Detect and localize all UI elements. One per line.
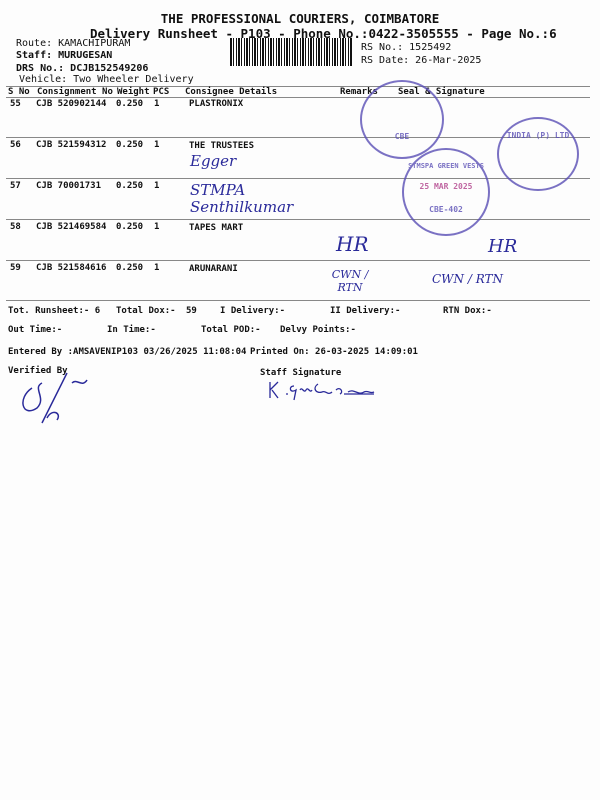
entered-by: Entered By :AMSAVENIP103 03/26/2025 11:0… — [8, 347, 247, 357]
india-stamp: INDIA (P) LTD — [497, 117, 579, 191]
vehicle: Vehicle: Two Wheeler Delivery — [19, 74, 194, 85]
printed-on: Printed On: 26-03-2025 14:09:01 — [250, 347, 418, 357]
col-sno: S No — [8, 87, 30, 97]
consignee: THE TRUSTEES — [189, 141, 255, 151]
drs-no: DRS No.: DCJB152549206 — [16, 63, 149, 74]
weight: 0.250 — [116, 222, 144, 232]
pcs: 1 — [154, 263, 160, 273]
consignment-no: CJB 521594312 — [36, 140, 107, 150]
round-stamp: STMSPA GREEN VESTS 25 MAR 2025 CBE-402 — [402, 148, 490, 236]
weight: 0.250 — [116, 140, 144, 150]
remarks-handwriting: HR — [336, 232, 369, 256]
in-time: In Time:- — [107, 325, 156, 335]
pcs: 1 — [154, 99, 160, 109]
seal-handwriting: CWN / RTN — [432, 272, 504, 286]
consignee: PLASTRONIX — [189, 99, 244, 109]
company-title: THE PROFESSIONAL COURIERS, COIMBATORE — [160, 11, 440, 26]
consignee: ARUNARANI — [189, 264, 238, 274]
col-seal: Seal & Signature — [398, 87, 485, 97]
consignment-no: CJB 521469584 — [36, 222, 107, 232]
delvy-points: Delvy Points:- — [280, 325, 356, 335]
pcs: 1 — [154, 181, 160, 191]
staff: Staff: MURUGESAN — [16, 50, 113, 61]
receiver-signature: STMPA Senthilkumar — [190, 181, 294, 216]
weight: 0.250 — [116, 99, 144, 109]
consignee: TAPES MART — [189, 223, 244, 233]
rs-date: RS Date: 26-Mar-2025 — [361, 55, 482, 66]
total-dox-value: 59 — [186, 306, 197, 316]
pcs: 1 — [154, 222, 160, 232]
sno: 56 — [10, 140, 21, 150]
col-consignment: Consignment No — [37, 87, 113, 97]
barcode — [230, 38, 352, 66]
consignment-no: CJB 520902144 — [36, 99, 107, 109]
sno: 59 — [10, 263, 21, 273]
total-dox: Total Dox:- — [116, 306, 176, 316]
col-pcs: PCS — [153, 87, 170, 97]
pcs: 1 — [154, 140, 160, 150]
seal-handwriting: HR — [488, 236, 518, 257]
verified-by: Verified By — [8, 366, 68, 376]
tot-runsheet: Tot. Runsheet:- 6 — [8, 306, 101, 316]
rs-no: RS No.: 1525492 — [361, 42, 452, 53]
out-time: Out Time:- — [8, 325, 63, 335]
verifier-signature — [22, 372, 88, 424]
staff-signature-label: Staff Signature — [260, 368, 342, 378]
consignment-no: CJB 521584616 — [36, 263, 107, 273]
sno: 57 — [10, 181, 21, 191]
staff-signature — [269, 381, 375, 401]
col-remarks: Remarks — [340, 87, 378, 97]
runsheet-title: Delivery Runsheet - P103 - Phone No.:042… — [90, 26, 557, 41]
weight: 0.250 — [116, 181, 144, 191]
weight: 0.250 — [116, 263, 144, 273]
i-delivery: I Delivery:- — [220, 306, 286, 316]
ii-delivery: II Delivery:- — [330, 306, 401, 316]
remarks-handwriting: CWN / RTN — [331, 268, 369, 294]
sno: 58 — [10, 222, 21, 232]
col-weight: Weight — [117, 87, 150, 97]
consignment-no: CJB 70001731 — [36, 181, 102, 191]
receiver-signature: Egger — [190, 152, 237, 170]
sno: 55 — [10, 99, 21, 109]
company-stamp: CBE — [360, 80, 444, 159]
total-pod: Total POD:- — [201, 325, 261, 335]
col-consignee: Consignee Details — [185, 87, 278, 97]
route: Route: KAMACHIPURAM — [16, 38, 131, 49]
rtn-dox: RTN Dox:- — [443, 306, 492, 316]
